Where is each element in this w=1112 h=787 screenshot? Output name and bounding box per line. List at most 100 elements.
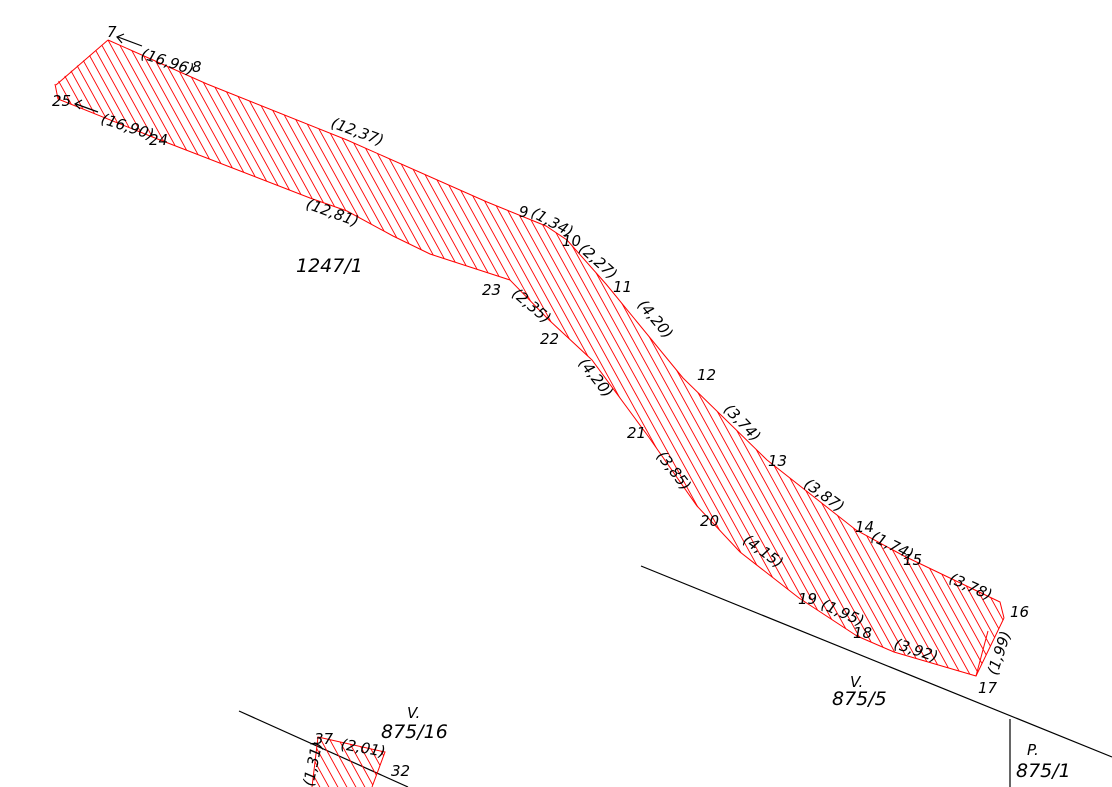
point-25: 25 xyxy=(52,92,71,110)
hatch-line xyxy=(55,40,411,676)
hatch-line xyxy=(310,40,708,676)
hatch-line xyxy=(859,40,1004,676)
hatch-line xyxy=(55,40,186,676)
hatch-line xyxy=(589,40,987,676)
hatch-line xyxy=(58,40,456,676)
point-14: 14 xyxy=(855,518,874,536)
hatch-line xyxy=(355,40,753,676)
hatch-line xyxy=(427,40,825,676)
hatch-line xyxy=(895,40,1004,676)
hatch-line xyxy=(103,40,501,676)
point-19: 19 xyxy=(798,590,817,608)
distance-21-20: (3,85) xyxy=(653,447,695,494)
strip-outline-top xyxy=(107,39,1005,619)
distance-25-24: (16,90) xyxy=(99,110,157,144)
hatch-line xyxy=(229,720,273,787)
hatch-line xyxy=(238,40,636,676)
hatch-line xyxy=(0,0,14,720)
hatch-line xyxy=(472,40,870,676)
hatch-line xyxy=(85,40,483,676)
hatch-line xyxy=(130,40,528,676)
distance-14-15: (1,74) xyxy=(868,527,916,563)
hatch-line xyxy=(580,40,978,676)
hatch-line xyxy=(616,40,1004,676)
hatch-line xyxy=(55,40,420,676)
hatch-line xyxy=(55,40,60,676)
distance-15-16: (3,78) xyxy=(946,569,995,604)
direction-arrows xyxy=(74,33,143,113)
hatch-line xyxy=(55,40,195,676)
hatch-line xyxy=(1049,0,1112,720)
hatch-line xyxy=(868,40,1004,676)
hatch-line xyxy=(0,0,41,720)
hatch-line xyxy=(283,40,681,676)
parcel-875-1-label: 875/1 xyxy=(1016,760,1071,782)
hatch-line xyxy=(715,40,1004,676)
distance-20-19: (4,15) xyxy=(740,531,787,572)
distance-37-32: (2,01) xyxy=(339,735,387,761)
hatch-line xyxy=(0,0,23,720)
hatch-line xyxy=(877,40,1004,676)
parcel-875-5-label: 875/5 xyxy=(832,688,887,710)
strip-hatching xyxy=(0,0,1112,720)
hatch-line xyxy=(697,40,1004,676)
hatch-line xyxy=(55,40,258,676)
boundary-line-875-16 xyxy=(238,710,409,787)
hatch-line xyxy=(55,40,276,676)
hatch-line xyxy=(76,40,474,676)
hatch-line xyxy=(238,720,282,787)
hatch-line xyxy=(436,40,834,676)
hatch-line xyxy=(463,40,861,676)
strip-outline-bottom xyxy=(54,83,1005,677)
parcel-875-16-label: 875/16 xyxy=(381,721,448,743)
point-11: 11 xyxy=(613,278,632,296)
point-13: 13 xyxy=(768,452,787,470)
hatch-line xyxy=(553,40,951,676)
hatch-line xyxy=(760,40,1004,676)
hatch-line xyxy=(0,0,5,720)
parcel-875-16-mark: V. xyxy=(407,704,420,722)
hatch-line xyxy=(193,40,591,676)
hatch-line xyxy=(55,40,303,676)
arrow-7-head xyxy=(116,33,125,44)
point-22: 22 xyxy=(540,330,559,348)
point-9: 9 xyxy=(519,203,529,221)
hatch-line xyxy=(724,40,1004,676)
point-20: 20 xyxy=(700,512,719,530)
hatch-line xyxy=(157,40,555,676)
hatch-line xyxy=(184,40,582,676)
hatch-line xyxy=(670,40,1004,676)
hatch-line xyxy=(301,40,699,676)
distance-12-13: (3,74) xyxy=(720,400,764,445)
hatch-line xyxy=(55,40,231,676)
hatch-line xyxy=(733,40,1004,676)
hatch-line xyxy=(55,40,438,676)
point-37: 37 xyxy=(314,730,334,748)
hatch-line xyxy=(256,720,300,787)
hatch-line xyxy=(274,40,672,676)
arrow-25 xyxy=(75,103,99,113)
hatch-line xyxy=(220,40,618,676)
strip-end-line-west xyxy=(55,39,109,86)
distance-16-17: (1,99) xyxy=(984,629,1015,677)
point-24: 24 xyxy=(149,131,168,149)
hatch-line xyxy=(220,720,264,787)
hatch-line xyxy=(55,40,213,676)
hatch-line xyxy=(364,40,762,676)
hatch-line xyxy=(1040,0,1112,720)
hatch-line xyxy=(409,40,807,676)
hatch-line xyxy=(0,0,32,720)
hatch-line xyxy=(328,40,726,676)
hatch-line xyxy=(445,40,843,676)
hatch-line xyxy=(55,40,249,676)
point-15: 15 xyxy=(903,551,922,569)
small-strip-outline xyxy=(311,736,386,787)
hatch-line xyxy=(166,40,564,676)
hatch-line xyxy=(985,40,1004,676)
point-12: 12 xyxy=(697,366,716,384)
hatch-line xyxy=(354,737,385,787)
hatch-line xyxy=(55,40,240,676)
distance-19-18: (1,95) xyxy=(818,595,867,630)
parcel-875-5-mark: V. xyxy=(850,673,863,691)
